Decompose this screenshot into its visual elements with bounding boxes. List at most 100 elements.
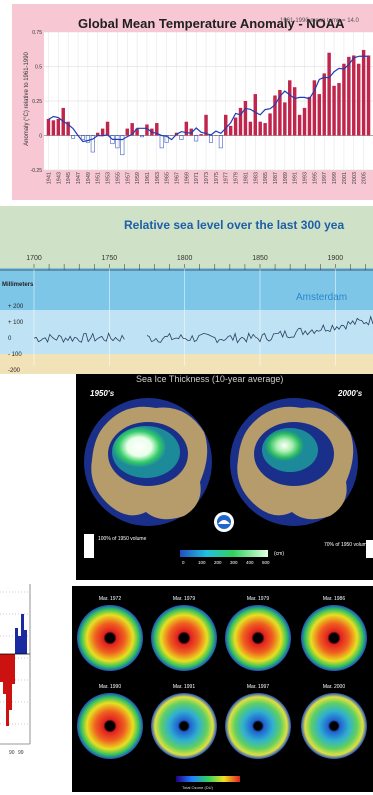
- ozone-map-label: Mar. 1986: [323, 596, 345, 602]
- temperature-x-tick-label: 1999: [332, 172, 338, 184]
- temperature-bar: [130, 123, 134, 136]
- temperature-x-tick-label: 1977: [224, 172, 230, 184]
- temperature-bar: [263, 123, 267, 136]
- temperature-bar: [337, 83, 341, 136]
- temperature-x-tick-label: 1985: [263, 172, 269, 184]
- temperature-x-tick-label: 1973: [204, 172, 210, 184]
- sea-y-tick-label: + 100: [8, 320, 24, 326]
- temperature-y-tick-label: 0.75: [32, 30, 42, 36]
- temperature-bar: [115, 135, 120, 149]
- thickness-scale-tick: 400: [246, 560, 254, 565]
- temperature-bar: [268, 113, 272, 136]
- temperature-x-tick-label: 1963: [155, 172, 161, 184]
- sea-ice-right-label: 2000's: [337, 389, 363, 398]
- sea-band-upper: [0, 268, 373, 310]
- ozone-scale-label: Total Ozone (DU): [182, 785, 214, 790]
- temperature-bar: [347, 56, 351, 136]
- ozone-map: [77, 693, 143, 759]
- sea-x-tick-label: 1900: [328, 255, 344, 262]
- sea-ice-panel: Sea Ice Thickness (10-year average) 1950…: [76, 374, 373, 580]
- ozone-map-grid: Mar. 1972 Mar. 1979 Mar. 1979 Mar. 1986 Mar.…: [77, 596, 367, 759]
- temperature-bar: [80, 135, 85, 140]
- temperature-bar: [66, 121, 70, 136]
- temperature-x-tick-label: 1969: [184, 172, 190, 184]
- partial-bars-blue: [15, 614, 27, 654]
- ozone-map: [301, 605, 367, 671]
- partial-bars-red: [0, 654, 15, 726]
- temperature-bar: [238, 107, 243, 136]
- thickness-scale-tick: 300: [230, 560, 238, 565]
- temperature-plot-area: [44, 31, 373, 171]
- thickness-scale-unit: (cm): [274, 551, 284, 557]
- temperature-bar: [164, 135, 169, 143]
- temperature-x-tick-label: 1989: [283, 172, 289, 184]
- temperature-x-tick-label: 1991: [293, 172, 299, 184]
- temperature-bar: [273, 95, 277, 136]
- temperature-chart-subtitle: 1961-1990 mean temp = 14.0: [280, 18, 359, 24]
- temperature-bar: [243, 101, 248, 136]
- ozone-map: [77, 605, 143, 671]
- temperature-x-tick-label: 1975: [214, 172, 220, 184]
- temperature-bar: [189, 128, 193, 136]
- ozone-map-label: Mar. 1991: [173, 684, 195, 690]
- temperature-bar: [228, 125, 233, 136]
- volume-bar-2000s: [366, 540, 373, 558]
- sea-x-tick-label: 1700: [26, 255, 42, 262]
- temperature-bar: [288, 80, 292, 136]
- temperature-bar: [51, 120, 56, 136]
- temperature-x-tick-label: 1943: [56, 172, 62, 184]
- temperature-bar: [356, 63, 361, 136]
- temperature-smoothed-line: [48, 55, 369, 143]
- thickness-color-scale: [180, 550, 268, 557]
- sea-ice-left-label: 1950's: [90, 389, 115, 398]
- sea-x-tick-label: 1750: [102, 255, 118, 262]
- temperature-x-tick-label: 1979: [234, 172, 240, 184]
- temperature-x-tick-label: 1953: [106, 172, 112, 184]
- temperature-x-tick-label: 1995: [312, 172, 318, 184]
- ozone-map-label: Mar. 1972: [99, 596, 121, 602]
- temperature-bar: [352, 55, 356, 136]
- ozone-map: [225, 693, 291, 759]
- temperature-y-tick-label: 0: [39, 134, 42, 140]
- temperature-bar: [312, 80, 317, 136]
- temperature-bar: [327, 52, 331, 136]
- sea-y-tick-label: + 200: [8, 304, 24, 310]
- temperature-x-tick-label: 1941: [46, 172, 52, 184]
- sea-level-chart-title: Relative sea level over the last 300 yea: [124, 218, 345, 232]
- temperature-x-tick-label: 2003: [352, 172, 358, 184]
- ozone-map: [151, 605, 217, 671]
- ice-cover-1950s: [112, 426, 180, 478]
- partial-x-tick-99: 99: [18, 750, 24, 756]
- temperature-x-tick-label: 1949: [86, 172, 92, 184]
- volume-bar-1950s: [84, 534, 94, 558]
- temperature-bar: [278, 89, 282, 136]
- sea-level-line: [33, 315, 373, 344]
- temperature-bar: [233, 117, 238, 136]
- temperature-x-tick-label: 1971: [194, 172, 200, 184]
- sea-ice-right-note: 70% of 1950 volume: [324, 542, 370, 548]
- ozone-maps-svg: Mar. 1972 Mar. 1979 Mar. 1979 Mar. 1986 Mar.…: [77, 596, 367, 790]
- ice-cover-2000s: [262, 428, 318, 472]
- temperature-bar: [71, 135, 76, 139]
- sea-level-chart-svg: 1700 1750 1800 1850 1900 Millimeters + 200 + 10…: [0, 255, 373, 374]
- temperature-bar: [208, 135, 213, 143]
- temperature-bar: [317, 94, 322, 136]
- sea-x-tick-label: 1850: [252, 255, 268, 262]
- sea-x-tick-label: 1800: [177, 255, 193, 262]
- temperature-bar: [322, 73, 326, 136]
- ozone-map-label: Mar. 1990: [99, 684, 121, 690]
- temperature-x-tick-label: 1993: [303, 172, 309, 184]
- temperature-x-tick-label: 1967: [174, 172, 180, 184]
- sea-band-middle: [0, 310, 373, 354]
- sea-y-tick-label: 0: [8, 336, 12, 342]
- temperature-bar: [140, 135, 144, 138]
- ozone-map-label: Mar. 1997: [247, 684, 269, 690]
- partial-x-tick-90: 90: [9, 750, 15, 756]
- temperature-bar: [85, 135, 90, 143]
- partial-bar-chart-svg: 90 99: [0, 584, 31, 756]
- sea-ice-svg: Sea Ice Thickness (10-year average) 1950…: [84, 374, 373, 565]
- temperature-bar: [90, 135, 95, 153]
- ozone-map: [301, 693, 367, 759]
- sea-level-panel: Relative sea level over the last 300 yea…: [0, 206, 373, 374]
- temperature-bar: [155, 123, 159, 136]
